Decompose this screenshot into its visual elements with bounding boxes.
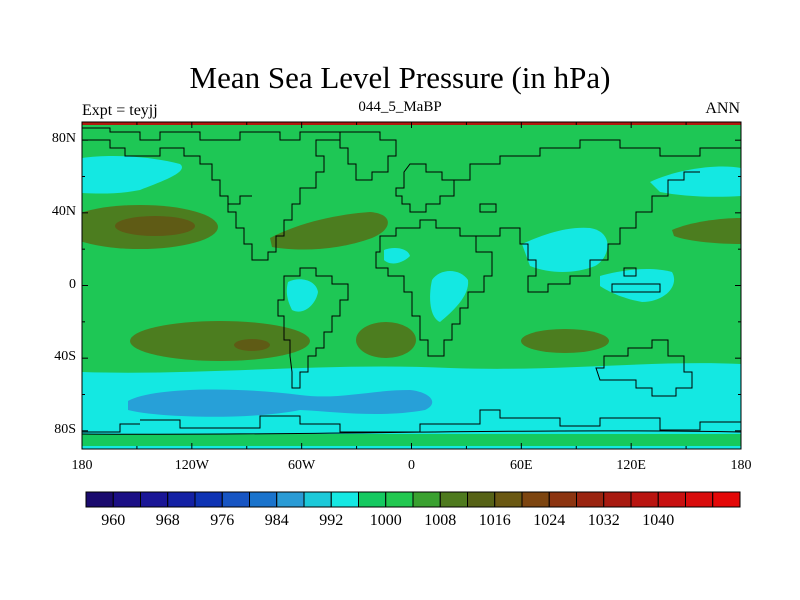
lon-tick-label: 120W	[174, 458, 209, 473]
colorbar-box	[221, 491, 250, 508]
coastlines	[82, 127, 741, 433]
colorbar-box	[712, 491, 741, 508]
west-pacific-high	[672, 218, 741, 244]
colorbar-box	[330, 491, 359, 508]
colorbar-box	[467, 491, 496, 508]
lon-tick-label: 0	[408, 458, 415, 473]
colorbar-label: 1000	[369, 512, 402, 529]
amazon-low	[286, 279, 318, 312]
colorbar-box	[194, 491, 223, 508]
south-atlantic-high	[356, 322, 416, 358]
maritime-continent-low	[600, 269, 675, 302]
lon-tick-label: 60E	[510, 458, 533, 473]
colorbar-label: 1040	[642, 512, 675, 529]
north-pacific-low	[82, 156, 182, 194]
lon-tick-label: 180	[730, 458, 752, 473]
lat-tick-label: 40N	[51, 203, 76, 219]
south-pacific-high-core	[234, 339, 270, 351]
north-atlantic-high	[270, 212, 388, 250]
colorbar-label: 1032	[587, 512, 620, 529]
lat-tick-label: 40S	[54, 349, 76, 365]
colorbar-box	[548, 491, 577, 508]
experiment-period: 044_5_MaBP	[358, 99, 442, 115]
colorbar-box	[412, 491, 441, 508]
african-low	[430, 271, 469, 322]
colorbar-box	[140, 491, 169, 508]
south-pacific-high	[130, 321, 310, 361]
lat-tick-label: 80S	[54, 421, 76, 437]
indian-ocean-high	[521, 329, 609, 353]
colorbar-box	[385, 491, 414, 508]
colorbar-box	[603, 491, 632, 508]
colorbar-box	[276, 491, 305, 508]
saharan-low	[384, 248, 410, 264]
colorbar-box	[249, 491, 278, 508]
antarctic-low-core	[128, 389, 433, 417]
colorbar-label: 1016	[478, 512, 511, 529]
colorbar-label: 992	[319, 512, 344, 529]
colorbar-box	[576, 491, 605, 508]
colorbar-label: 968	[155, 512, 180, 529]
colorbar-box	[439, 491, 468, 508]
colorbar-box	[303, 491, 332, 508]
map-title: Mean Sea Level Pressure (in hPa)	[189, 60, 611, 95]
arctic-east-low	[650, 166, 741, 197]
north-pacific-high-core	[115, 216, 195, 236]
colorbar-label: 1008	[424, 512, 457, 529]
lon-tick-label: 60W	[288, 458, 316, 473]
colorbar-box	[494, 491, 523, 508]
colorbar-label: 984	[264, 512, 289, 529]
colorbar-box	[521, 491, 550, 508]
colorbar-label: 976	[210, 512, 235, 529]
experiment-label: Expt = teyjj	[82, 102, 158, 119]
antarctic-high-strip	[82, 434, 741, 446]
lon-tick-label: 120E	[616, 458, 646, 473]
colorbar-box	[630, 491, 659, 508]
lat-tick-label: 0	[69, 276, 76, 292]
colorbar-box	[112, 491, 141, 508]
colorbar-box	[167, 491, 196, 508]
colorbar-box	[85, 491, 114, 508]
season-label: ANN	[705, 100, 740, 117]
colorbar-box	[685, 491, 714, 508]
colorbar-label: 1024	[533, 512, 566, 529]
asian-low	[522, 227, 608, 272]
lon-tick-label: 180	[71, 458, 93, 473]
colorbar-box	[358, 491, 387, 508]
colorbar-label: 960	[101, 512, 126, 529]
lat-tick-label: 80N	[51, 131, 76, 147]
colorbar-box	[657, 491, 686, 508]
axis-ticks	[81, 122, 742, 449]
